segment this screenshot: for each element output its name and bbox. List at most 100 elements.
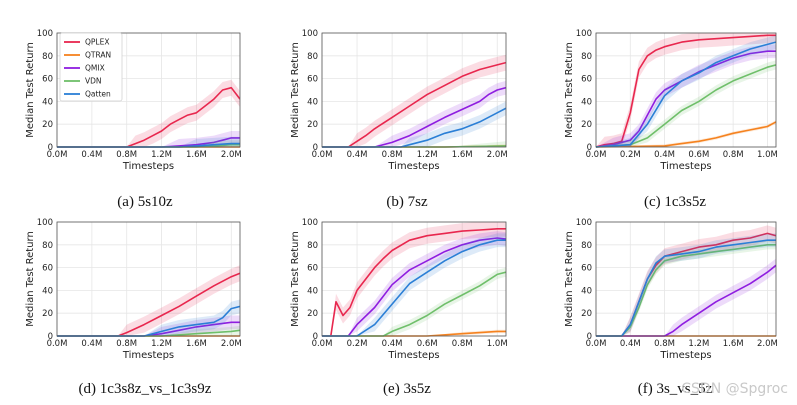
band-qplex	[57, 79, 240, 147]
x-tick-label: 2.0M	[221, 150, 242, 160]
series-qplex	[57, 272, 240, 337]
band-qatten	[596, 35, 776, 147]
band-qatten	[57, 136, 240, 147]
y-tick-label: 0	[313, 332, 318, 342]
series-vdn	[596, 244, 776, 337]
axes-frame	[56, 32, 241, 148]
x-tick-label: 0.4M	[382, 339, 403, 349]
y-tick-label: 80	[581, 52, 592, 62]
x-axis-label: Timesteps	[122, 350, 174, 361]
band-qatten	[322, 101, 506, 147]
y-tick-label: 80	[307, 52, 318, 62]
y-tick-label: 40	[581, 97, 592, 107]
y-tick-label: 40	[581, 286, 592, 296]
band-qmix	[57, 315, 240, 336]
panel-caption: (d) 1c3s8z_vs_1c3s9z	[79, 381, 212, 397]
band-qmix	[57, 131, 240, 147]
x-tick-label: 0.4M	[81, 339, 102, 349]
chart-panel-1: 0 20 40 60 80 100 0.0M 0.4M 0.8M 1.2M 1.6M 2.0M Time…	[25, 29, 242, 210]
y-tick-label: 40	[307, 97, 318, 107]
x-tick-label: 0.8M	[116, 150, 137, 160]
plot-area	[57, 222, 240, 336]
panel-caption: (b) 7sz	[386, 194, 428, 210]
x-axis-label: Timesteps	[387, 350, 439, 361]
y-tick-label: 0	[587, 143, 592, 153]
legend-label-vdn: VDN	[85, 77, 102, 86]
x-axis-label: Timesteps	[122, 161, 174, 172]
series-qplex	[57, 86, 240, 148]
series-qplex	[322, 228, 506, 337]
band-qmix	[596, 44, 776, 147]
x-tick-label: 1.0M	[757, 150, 778, 160]
band-qmix	[596, 258, 776, 336]
x-tick-label: 0.6M	[688, 150, 709, 160]
x-axis-label: Timesteps	[659, 161, 711, 172]
y-tick-label: 0	[48, 143, 53, 153]
x-tick-label: 0.8M	[654, 339, 675, 349]
series-qmix	[322, 86, 506, 148]
y-axis-label: Median Test Return	[564, 42, 575, 138]
chart-panel-3: 0 20 40 60 80 100 0.0M 0.2M 0.4M 0.6M 0.8M 1.0M Time…	[564, 29, 778, 210]
x-tick-label: 0.4M	[81, 150, 102, 160]
series-qplex	[596, 34, 776, 148]
band-vdn	[57, 140, 240, 147]
x-tick-label: 2.0M	[757, 339, 778, 349]
band-qplex	[322, 222, 506, 336]
x-tick-label: 0.8M	[452, 339, 473, 349]
x-tick-label: 0.0M	[312, 339, 333, 349]
y-axis-label: Median Test Return	[25, 231, 36, 327]
y-axis-label: Median Test Return	[290, 231, 301, 327]
y-tick-label: 0	[313, 143, 318, 153]
band-vdn	[596, 240, 776, 336]
panel-caption: (f) 3s_vs_5z	[638, 381, 713, 397]
x-tick-label: 1.0M	[487, 339, 508, 349]
plot-area	[596, 222, 776, 336]
x-tick-label: 0.8M	[723, 150, 744, 160]
legend-label-qatten: Qatten	[85, 90, 111, 99]
y-tick-label: 60	[42, 264, 53, 274]
y-tick-label: 100	[302, 218, 318, 228]
y-tick-label: 40	[42, 286, 53, 296]
series-qmix	[596, 264, 776, 337]
series-qmix	[322, 237, 506, 337]
y-tick-label: 0	[48, 332, 53, 342]
y-tick-label: 0	[587, 332, 592, 342]
band-qatten	[322, 233, 506, 336]
x-tick-label: 0.0M	[47, 339, 68, 349]
x-tick-label: 1.6M	[723, 339, 744, 349]
x-tick-label: 0.6M	[417, 339, 438, 349]
series-qplex	[322, 61, 506, 148]
x-tick-label: 2.0M	[487, 150, 508, 160]
y-tick-label: 20	[42, 309, 53, 319]
chart-panel-2: 0 20 40 60 80 100 0.0M 0.4M 0.8M 1.2M 1.6M 2.0M Time…	[290, 29, 508, 210]
series-qatten	[596, 41, 776, 148]
x-tick-label: 1.2M	[151, 339, 172, 349]
y-tick-label: 20	[581, 120, 592, 130]
y-tick-label: 80	[581, 241, 592, 251]
x-tick-label: 1.6M	[186, 150, 207, 160]
y-tick-label: 20	[307, 120, 318, 130]
x-tick-label: 0.8M	[382, 150, 403, 160]
band-qplex	[596, 33, 776, 147]
y-tick-label: 80	[42, 52, 53, 62]
chart-panel-5: 0 20 40 60 80 100 0.0M 0.2M 0.4M 0.6M 0.8M 1.0M Time…	[290, 218, 508, 397]
series-qmix	[596, 50, 776, 148]
y-tick-label: 100	[576, 218, 592, 228]
y-tick-label: 20	[42, 120, 53, 130]
band-qtran	[596, 120, 776, 147]
x-tick-label: 0.0M	[586, 339, 607, 349]
legend: QPLEX QTRAN QMIX VDN Qatten	[59, 32, 123, 102]
watermark-text: CSDN @Spgroc	[681, 381, 788, 397]
x-tick-label: 1.6M	[186, 339, 207, 349]
x-tick-label: 0.4M	[654, 150, 675, 160]
x-tick-label: 0.2M	[620, 150, 641, 160]
y-tick-label: 100	[302, 29, 318, 39]
series-vdn	[322, 271, 506, 337]
y-axis-label: Median Test Return	[290, 42, 301, 138]
y-tick-label: 60	[581, 264, 592, 274]
panel-caption: (a) 5s10z	[117, 194, 173, 210]
y-axis-label: Median Test Return	[25, 42, 36, 138]
y-tick-label: 60	[307, 75, 318, 85]
x-tick-label: 0.0M	[586, 150, 607, 160]
y-tick-label: 20	[581, 309, 592, 319]
